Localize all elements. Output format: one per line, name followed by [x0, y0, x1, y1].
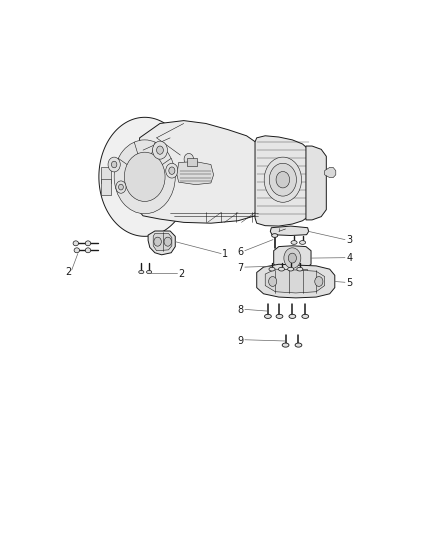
Text: 2: 2: [178, 269, 184, 279]
Ellipse shape: [297, 268, 303, 271]
Text: 7: 7: [237, 263, 243, 273]
Circle shape: [284, 248, 301, 268]
Ellipse shape: [282, 343, 289, 347]
Ellipse shape: [147, 270, 152, 273]
Circle shape: [116, 181, 126, 193]
Text: 3: 3: [346, 236, 353, 245]
Text: 9: 9: [237, 336, 243, 345]
Ellipse shape: [300, 240, 306, 244]
Polygon shape: [298, 269, 307, 273]
Circle shape: [154, 237, 161, 246]
Circle shape: [264, 157, 301, 202]
Text: 8: 8: [237, 305, 243, 315]
Ellipse shape: [74, 248, 80, 253]
Circle shape: [169, 167, 175, 174]
Circle shape: [111, 161, 117, 168]
Circle shape: [288, 253, 297, 263]
Ellipse shape: [265, 314, 271, 318]
Circle shape: [152, 141, 167, 159]
Polygon shape: [255, 136, 311, 226]
Circle shape: [124, 152, 165, 201]
Polygon shape: [270, 226, 309, 236]
Ellipse shape: [302, 314, 309, 318]
Polygon shape: [101, 179, 111, 195]
Ellipse shape: [288, 268, 294, 271]
Ellipse shape: [276, 314, 283, 318]
Polygon shape: [153, 233, 172, 251]
Ellipse shape: [272, 233, 278, 237]
Circle shape: [268, 277, 277, 286]
Polygon shape: [148, 231, 175, 255]
Text: 1: 1: [223, 249, 229, 260]
Polygon shape: [325, 167, 336, 177]
Circle shape: [315, 277, 323, 286]
Polygon shape: [101, 166, 111, 183]
Circle shape: [119, 184, 124, 190]
Polygon shape: [140, 120, 264, 223]
Polygon shape: [187, 158, 197, 166]
Polygon shape: [278, 269, 286, 273]
Circle shape: [184, 154, 194, 165]
Circle shape: [157, 146, 163, 154]
Ellipse shape: [291, 240, 297, 244]
Text: 4: 4: [346, 254, 353, 263]
Ellipse shape: [295, 343, 302, 347]
Circle shape: [108, 157, 120, 172]
Polygon shape: [274, 246, 311, 269]
Ellipse shape: [279, 268, 285, 271]
Ellipse shape: [85, 248, 91, 253]
Text: 5: 5: [346, 278, 353, 288]
Ellipse shape: [289, 314, 296, 318]
Ellipse shape: [85, 241, 91, 246]
Polygon shape: [306, 146, 326, 220]
Ellipse shape: [269, 268, 275, 271]
Ellipse shape: [139, 270, 144, 273]
Ellipse shape: [73, 241, 78, 246]
Circle shape: [114, 140, 175, 214]
Polygon shape: [99, 117, 191, 236]
Polygon shape: [265, 269, 325, 293]
Polygon shape: [177, 161, 214, 184]
Text: 2: 2: [65, 266, 71, 277]
Circle shape: [276, 172, 290, 188]
Polygon shape: [257, 264, 335, 298]
Circle shape: [269, 163, 297, 196]
Circle shape: [164, 237, 172, 246]
Circle shape: [166, 163, 178, 178]
Text: 6: 6: [237, 247, 243, 256]
